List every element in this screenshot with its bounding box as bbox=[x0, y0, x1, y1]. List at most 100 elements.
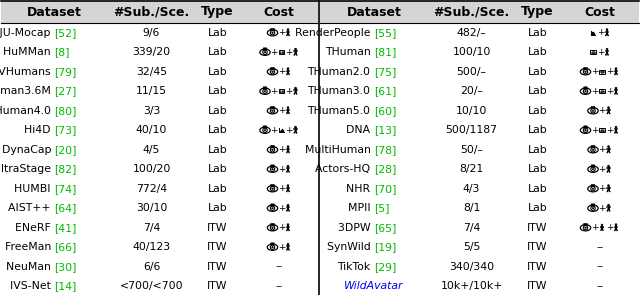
Text: 32/45: 32/45 bbox=[136, 67, 167, 77]
FancyBboxPatch shape bbox=[271, 184, 275, 187]
Bar bbox=[1, 1, 318, 23]
Text: Cost: Cost bbox=[584, 6, 615, 19]
Text: Lab: Lab bbox=[207, 203, 227, 213]
Text: –: – bbox=[596, 241, 603, 254]
Circle shape bbox=[607, 185, 609, 187]
Circle shape bbox=[287, 146, 289, 148]
Circle shape bbox=[585, 91, 586, 92]
Circle shape bbox=[606, 48, 608, 50]
Text: THuman: THuman bbox=[324, 47, 374, 57]
Circle shape bbox=[607, 204, 609, 206]
Circle shape bbox=[601, 224, 603, 226]
Ellipse shape bbox=[260, 88, 270, 94]
Text: +: + bbox=[605, 87, 613, 96]
Text: 339/20: 339/20 bbox=[132, 47, 171, 57]
Bar bbox=[593, 32, 594, 35]
Text: 4/3: 4/3 bbox=[463, 184, 480, 194]
Text: +: + bbox=[278, 67, 285, 76]
Text: ITW: ITW bbox=[207, 223, 228, 233]
Text: ITW: ITW bbox=[207, 262, 228, 272]
Text: Actors-HQ: Actors-HQ bbox=[316, 164, 374, 174]
Circle shape bbox=[263, 50, 267, 55]
Text: [60]: [60] bbox=[374, 106, 397, 116]
Bar bbox=[599, 70, 605, 74]
Circle shape bbox=[591, 186, 595, 191]
FancyBboxPatch shape bbox=[271, 106, 275, 109]
Text: +: + bbox=[278, 184, 285, 193]
Text: [28]: [28] bbox=[374, 164, 396, 174]
Ellipse shape bbox=[268, 244, 278, 250]
Text: 50/–: 50/– bbox=[460, 145, 483, 155]
Text: +: + bbox=[591, 126, 598, 135]
FancyBboxPatch shape bbox=[263, 48, 267, 50]
Circle shape bbox=[615, 224, 617, 226]
Text: DynaCap: DynaCap bbox=[1, 145, 54, 155]
Text: Lab: Lab bbox=[527, 106, 547, 116]
Text: NHR: NHR bbox=[346, 184, 374, 194]
Circle shape bbox=[615, 68, 617, 70]
Circle shape bbox=[585, 71, 586, 73]
Circle shape bbox=[270, 109, 275, 113]
Text: Lab: Lab bbox=[207, 184, 227, 194]
Text: ITW: ITW bbox=[527, 223, 548, 233]
Text: –: – bbox=[276, 260, 282, 273]
Text: 11/15: 11/15 bbox=[136, 86, 167, 96]
Text: Lab: Lab bbox=[527, 125, 547, 135]
Text: Lab: Lab bbox=[207, 145, 227, 155]
Text: Lab: Lab bbox=[527, 47, 547, 57]
Bar bbox=[281, 130, 282, 132]
Text: +: + bbox=[285, 87, 292, 96]
Circle shape bbox=[607, 146, 609, 148]
Text: Human3.6M: Human3.6M bbox=[0, 86, 54, 96]
Text: Lab: Lab bbox=[207, 164, 227, 174]
FancyBboxPatch shape bbox=[271, 165, 275, 167]
Text: Lab: Lab bbox=[207, 86, 227, 96]
Text: 8/21: 8/21 bbox=[460, 164, 484, 174]
Circle shape bbox=[592, 207, 594, 209]
Text: Lab: Lab bbox=[527, 184, 547, 194]
Text: WildAvatar: WildAvatar bbox=[344, 281, 404, 291]
Circle shape bbox=[287, 107, 289, 109]
FancyBboxPatch shape bbox=[263, 126, 267, 128]
FancyBboxPatch shape bbox=[584, 87, 588, 89]
Text: +: + bbox=[596, 28, 604, 37]
Text: 100/20: 100/20 bbox=[132, 164, 171, 174]
Text: Type: Type bbox=[521, 6, 554, 19]
Text: [52]: [52] bbox=[54, 28, 77, 38]
FancyBboxPatch shape bbox=[591, 204, 595, 206]
Text: Lab: Lab bbox=[207, 125, 227, 135]
Text: +: + bbox=[278, 223, 285, 232]
Text: 8/1: 8/1 bbox=[463, 203, 480, 213]
Ellipse shape bbox=[268, 166, 278, 172]
Ellipse shape bbox=[580, 88, 591, 94]
Text: RenderPeople: RenderPeople bbox=[295, 28, 374, 38]
Text: 7/4: 7/4 bbox=[143, 223, 160, 233]
Text: ITW: ITW bbox=[527, 281, 548, 291]
Text: 7/4: 7/4 bbox=[463, 223, 480, 233]
Text: [80]: [80] bbox=[54, 106, 77, 116]
Text: [61]: [61] bbox=[374, 86, 396, 96]
Circle shape bbox=[583, 226, 588, 230]
Text: #Sub./Sce.: #Sub./Sce. bbox=[113, 6, 189, 19]
Circle shape bbox=[270, 186, 275, 191]
Text: +: + bbox=[270, 48, 278, 57]
Text: +: + bbox=[605, 126, 613, 135]
Text: 500/1187: 500/1187 bbox=[445, 125, 497, 135]
Text: THuman2.0: THuman2.0 bbox=[307, 67, 374, 77]
Text: 772/4: 772/4 bbox=[136, 184, 167, 194]
Circle shape bbox=[583, 70, 588, 74]
Text: 20/–: 20/– bbox=[460, 86, 483, 96]
Text: ZJU-Mocap: ZJU-Mocap bbox=[0, 28, 54, 38]
Text: [74]: [74] bbox=[54, 184, 77, 194]
Text: [65]: [65] bbox=[374, 223, 396, 233]
Circle shape bbox=[270, 31, 275, 35]
Text: +: + bbox=[270, 87, 278, 96]
Text: –: – bbox=[596, 280, 603, 293]
Circle shape bbox=[615, 126, 617, 128]
Circle shape bbox=[270, 206, 275, 210]
FancyBboxPatch shape bbox=[263, 87, 267, 89]
Text: [8]: [8] bbox=[54, 47, 70, 57]
FancyBboxPatch shape bbox=[591, 165, 595, 167]
Circle shape bbox=[287, 224, 289, 226]
Text: Lab: Lab bbox=[207, 106, 227, 116]
